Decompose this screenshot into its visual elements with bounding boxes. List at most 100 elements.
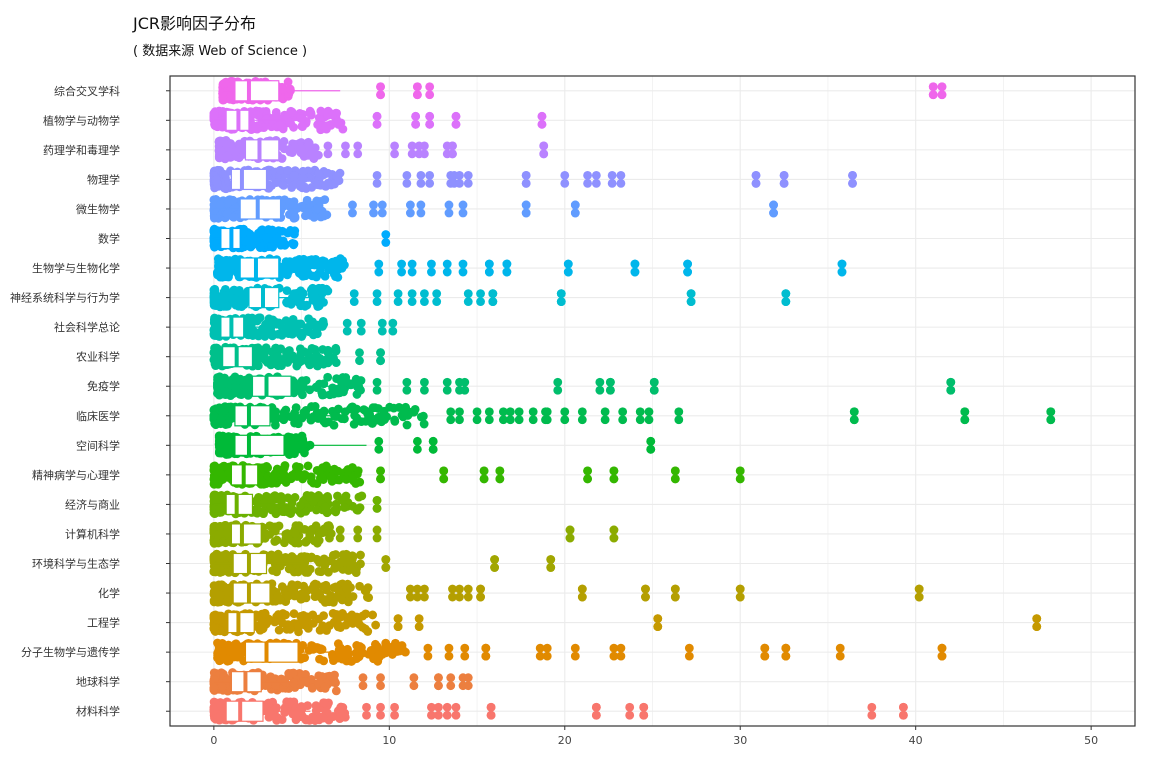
data-point xyxy=(365,409,375,419)
data-point xyxy=(331,346,341,356)
data-point xyxy=(402,420,412,430)
data-point xyxy=(317,672,327,681)
outlier-point xyxy=(514,415,524,425)
outlier-point xyxy=(372,385,382,395)
data-point xyxy=(323,345,333,355)
outlier-point xyxy=(649,377,659,387)
data-point xyxy=(284,266,294,275)
outlier-point xyxy=(542,643,552,653)
category-label: 神经系统科学与行为学 xyxy=(10,291,120,305)
outlier-point xyxy=(867,702,877,712)
data-point xyxy=(267,181,277,190)
outlier-point xyxy=(428,436,438,446)
outlier-point xyxy=(425,179,435,188)
outlier-point xyxy=(1046,415,1056,425)
outlier-point xyxy=(362,702,371,712)
outlier-point xyxy=(393,297,403,306)
outlier-point xyxy=(542,651,552,661)
data-point xyxy=(312,271,321,280)
outlier-point xyxy=(463,592,473,602)
outlier-point xyxy=(946,385,956,395)
outlier-point xyxy=(412,444,422,454)
outlier-point xyxy=(388,326,398,336)
data-point xyxy=(210,490,220,500)
outlier-point xyxy=(537,119,547,129)
outlier-point xyxy=(448,141,457,151)
outlier-point xyxy=(641,584,650,594)
data-point xyxy=(361,609,371,619)
data-point xyxy=(338,373,348,382)
data-point xyxy=(360,586,370,596)
data-point xyxy=(271,420,280,430)
data-point xyxy=(229,212,239,222)
data-point xyxy=(295,344,305,354)
outlier-point xyxy=(455,179,464,188)
outlier-point xyxy=(521,208,531,218)
category-label: 计算机科学 xyxy=(65,527,120,541)
outlier-point xyxy=(735,466,745,476)
outlier-point xyxy=(390,149,399,159)
outlier-point xyxy=(402,179,412,188)
outlier-point xyxy=(625,710,635,720)
outlier-point xyxy=(505,415,515,425)
data-point xyxy=(307,255,317,265)
data-point xyxy=(334,475,344,485)
outlier-point xyxy=(618,415,628,425)
data-point xyxy=(271,680,280,690)
outlier-point xyxy=(442,385,452,395)
data-point xyxy=(303,348,313,358)
outlier-point xyxy=(353,525,363,535)
data-point xyxy=(262,357,272,367)
outlier-point xyxy=(409,673,419,683)
data-point xyxy=(254,329,264,339)
data-point xyxy=(221,170,230,180)
outlier-point xyxy=(434,681,443,691)
outlier-point xyxy=(570,651,580,661)
outlier-point xyxy=(353,141,363,151)
outlier-point xyxy=(412,90,422,100)
data-point xyxy=(291,557,301,566)
data-point xyxy=(217,681,227,691)
outlier-point xyxy=(684,643,694,653)
data-point xyxy=(296,180,306,190)
data-point xyxy=(209,110,219,120)
outlier-point xyxy=(381,555,391,564)
outlier-point xyxy=(484,259,494,269)
outlier-point xyxy=(563,259,573,269)
data-point xyxy=(323,179,333,189)
data-point xyxy=(271,343,281,353)
data-point xyxy=(209,581,219,591)
data-point xyxy=(343,558,353,567)
data-point xyxy=(331,550,341,559)
outlier-point xyxy=(448,592,457,602)
data-point xyxy=(298,122,307,132)
data-point xyxy=(325,390,335,400)
outlier-point xyxy=(376,348,385,358)
outlier-point xyxy=(781,297,791,306)
data-point xyxy=(324,417,334,427)
outlier-point xyxy=(577,584,587,594)
outlier-point xyxy=(486,710,496,720)
category-label: 药理学和毒理学 xyxy=(43,143,120,157)
data-point xyxy=(311,505,321,515)
data-point xyxy=(399,407,409,417)
outlier-point xyxy=(341,141,350,151)
outlier-point xyxy=(376,466,385,476)
data-point xyxy=(279,144,289,154)
data-point xyxy=(259,509,268,518)
outlier-point xyxy=(937,82,947,92)
data-point xyxy=(314,113,324,123)
outlier-point xyxy=(451,111,461,121)
data-point xyxy=(279,407,289,417)
data-point xyxy=(302,323,311,333)
outlier-point xyxy=(583,466,592,476)
outlier-point xyxy=(460,643,470,653)
outlier-point xyxy=(425,171,435,180)
data-point xyxy=(342,584,352,594)
data-point xyxy=(321,122,331,132)
data-point xyxy=(209,587,219,597)
outlier-point xyxy=(381,230,391,239)
outlier-point xyxy=(335,533,345,543)
data-point xyxy=(296,387,306,397)
outlier-point xyxy=(781,289,791,298)
